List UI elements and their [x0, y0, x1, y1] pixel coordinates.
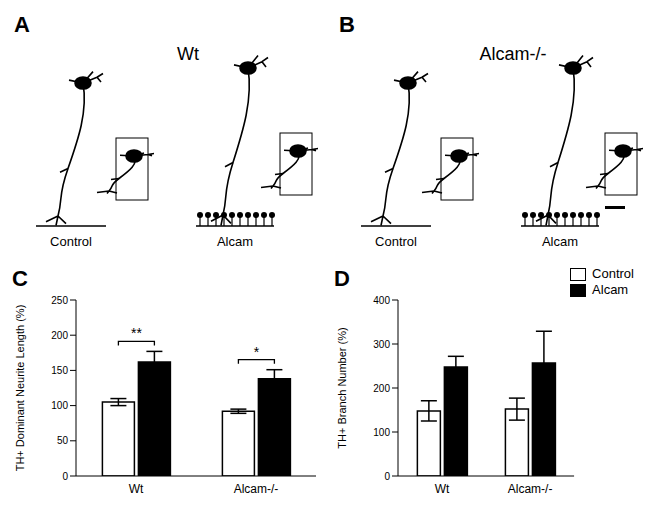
svg-text:**: ** — [131, 325, 142, 341]
svg-text:300: 300 — [373, 339, 390, 350]
svg-text:Control: Control — [375, 234, 417, 249]
svg-text:A: A — [14, 12, 30, 37]
svg-text:B: B — [339, 12, 355, 37]
svg-text:100: 100 — [51, 400, 68, 411]
svg-text:Control: Control — [50, 234, 92, 249]
svg-text:Alcam-/-: Alcam-/- — [508, 482, 553, 496]
svg-text:150: 150 — [51, 365, 68, 376]
svg-text:50: 50 — [57, 435, 69, 446]
svg-text:250: 250 — [51, 295, 68, 306]
svg-text:Wt: Wt — [435, 482, 450, 496]
svg-text:TH+ Dominant Neurite Length (%: TH+ Dominant Neurite Length (%) — [14, 305, 26, 472]
svg-text:TH+ Branch Number (%): TH+ Branch Number (%) — [336, 327, 348, 448]
svg-text:0: 0 — [384, 471, 390, 482]
svg-text:Wt: Wt — [177, 44, 199, 64]
svg-text:0: 0 — [62, 471, 68, 482]
svg-text:Alcam-/-: Alcam-/- — [234, 482, 279, 496]
svg-text:Alcam: Alcam — [542, 234, 578, 249]
svg-text:Wt: Wt — [129, 482, 144, 496]
svg-text:*: * — [254, 344, 260, 360]
svg-text:Alcam-/-: Alcam-/- — [480, 44, 547, 64]
svg-text:Alcam: Alcam — [217, 234, 253, 249]
svg-text:100: 100 — [373, 427, 390, 438]
html-text:Alcam: Alcam — [592, 282, 629, 297]
svg-text:200: 200 — [51, 330, 68, 341]
svg-text:400: 400 — [373, 295, 390, 306]
html-text:Control: Control — [592, 266, 634, 281]
html-text:C: C — [12, 266, 28, 291]
svg-text:200: 200 — [373, 383, 390, 394]
html-text:D: D — [334, 266, 350, 291]
